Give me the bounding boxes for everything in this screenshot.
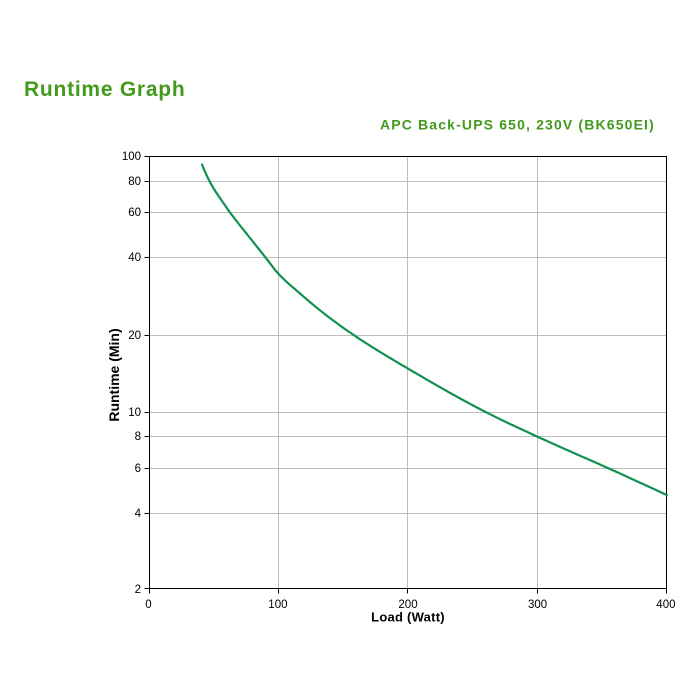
svg-text:0: 0 (145, 599, 151, 611)
svg-text:4: 4 (135, 508, 142, 520)
svg-text:Runtime Graph: Runtime Graph (24, 78, 185, 101)
svg-text:2: 2 (135, 584, 141, 596)
svg-text:8: 8 (135, 431, 141, 443)
svg-text:40: 40 (128, 252, 141, 264)
svg-text:80: 80 (128, 176, 141, 188)
svg-text:Runtime (Min): Runtime (Min) (106, 328, 122, 421)
svg-text:300: 300 (528, 599, 547, 611)
svg-text:APC Back-UPS 650, 230V (BK650E: APC Back-UPS 650, 230V (BK650EI) (380, 117, 655, 133)
svg-text:400: 400 (656, 599, 675, 611)
svg-text:200: 200 (398, 599, 417, 611)
svg-text:100: 100 (122, 151, 141, 163)
svg-text:20: 20 (128, 330, 141, 342)
svg-text:100: 100 (268, 599, 287, 611)
svg-text:10: 10 (128, 407, 141, 419)
svg-text:60: 60 (128, 207, 141, 219)
svg-text:Load (Watt): Load (Watt) (371, 609, 445, 624)
svg-text:6: 6 (135, 463, 141, 475)
